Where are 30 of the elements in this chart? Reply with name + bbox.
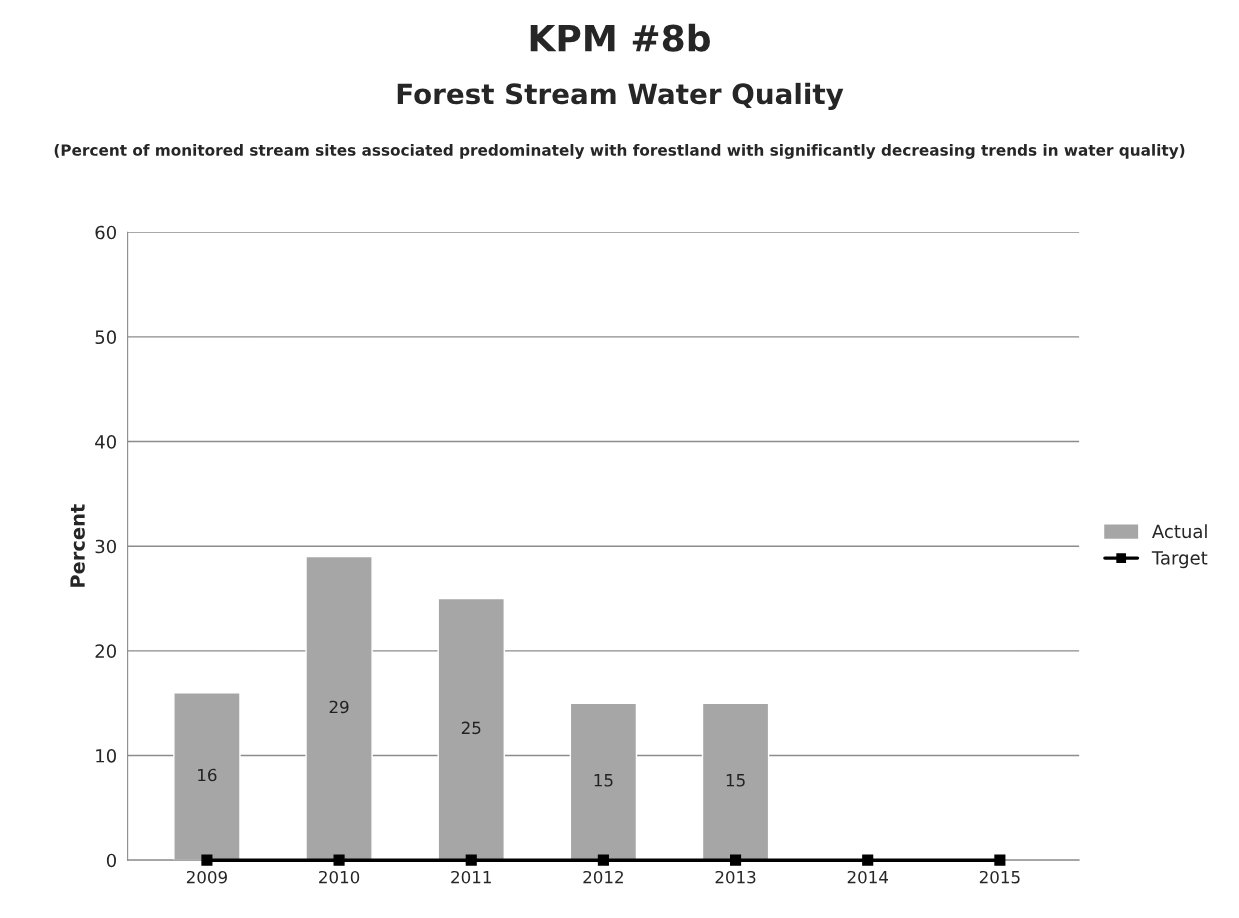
legend-label: Target <box>1151 551 1208 569</box>
y-tick-label: 40 <box>95 435 116 449</box>
x-tick-label: 2010 <box>319 870 360 884</box>
bar <box>173 692 241 861</box>
x-tick-label: 2012 <box>583 870 623 884</box>
y-tick-label: 30 <box>95 539 116 554</box>
y-tick-label: 0 <box>106 853 116 868</box>
y-tick-label: 50 <box>95 330 116 345</box>
x-tick-label: 2013 <box>715 870 756 884</box>
y-tick-label: 60 <box>95 225 116 240</box>
x-tick-label: 2015 <box>979 870 1020 884</box>
text: (Percent of monitored stream sites associated predominately with forestland with significantly decreasing trends in water quality) <box>54 144 1185 159</box>
data-label: 25 <box>461 721 481 735</box>
chart-title: KPM #8b <box>530 23 710 52</box>
bar <box>437 597 505 861</box>
y-tick-label: 20 <box>95 644 116 658</box>
data-label: 16 <box>198 768 217 782</box>
y-tick-label: 10 <box>96 748 116 763</box>
y-axis-title: Percent <box>70 504 85 587</box>
bar <box>305 555 373 861</box>
bar <box>569 702 638 861</box>
bar <box>701 702 770 861</box>
data-label: 29 <box>329 700 349 714</box>
chart-subtitle: Forest Stream Water Quality <box>397 82 844 110</box>
x-tick-label: 2014 <box>847 870 888 884</box>
data-label: 15 <box>594 774 613 787</box>
legend-label: Actual <box>1152 524 1207 539</box>
x-tick-label: 2009 <box>186 870 227 884</box>
data-label: 15 <box>726 774 745 787</box>
x-tick-label: 2011 <box>451 870 491 884</box>
